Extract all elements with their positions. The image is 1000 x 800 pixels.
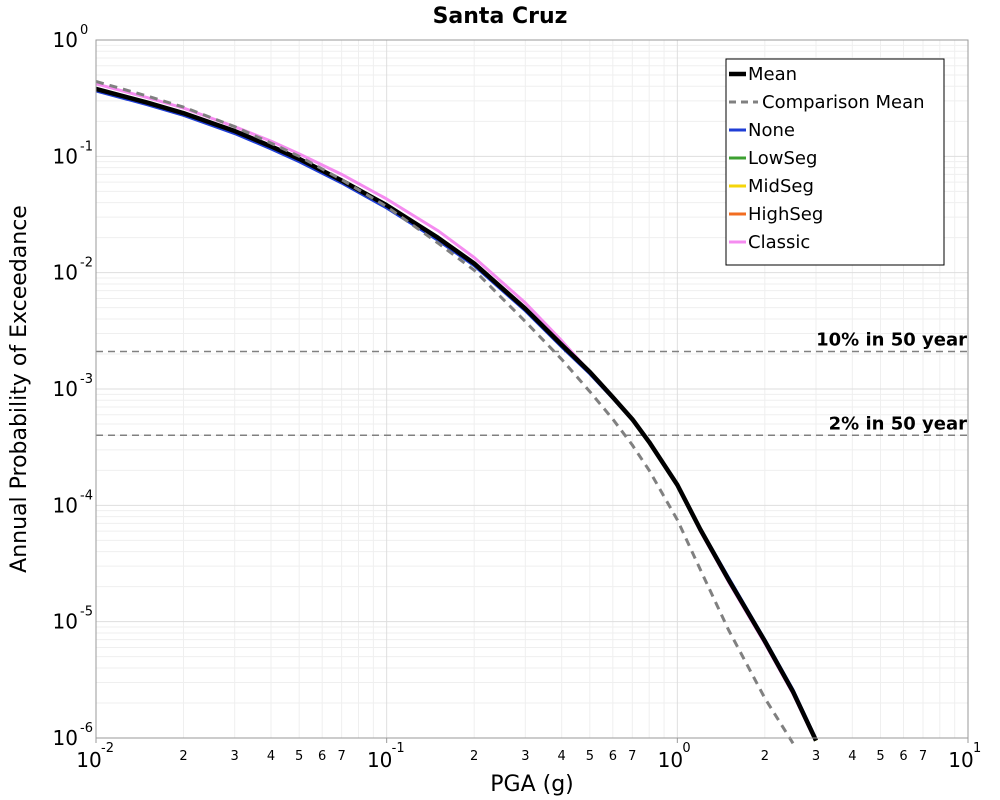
x-minor-tick-label: 3 xyxy=(231,749,239,764)
y-tick-exponent: -3 xyxy=(80,372,93,387)
x-axis-label: PGA (g) xyxy=(490,772,574,797)
x-minor-tick-label: 4 xyxy=(267,749,275,764)
x-minor-tick-label: 4 xyxy=(848,749,856,764)
y-tick-label: 10 xyxy=(53,610,78,634)
series-layer xyxy=(95,80,819,745)
x-minor-tick-label: 5 xyxy=(295,749,303,764)
x-tick-exponent: -2 xyxy=(101,741,114,756)
plot-frame xyxy=(95,39,969,739)
series-line xyxy=(95,80,795,745)
legend: Mean Comparison Mean None LowSeg MidSeg HighS… xyxy=(725,58,945,266)
x-minor-tick-label: 2 xyxy=(470,749,478,764)
legend-label: MidSeg xyxy=(748,176,814,197)
x-tick-label: 10 xyxy=(948,748,973,772)
x-minor-tick-label: 5 xyxy=(586,749,594,764)
y-tick-label: 10 xyxy=(53,261,78,285)
legend-label: None xyxy=(748,120,795,141)
x-minor-tick-label: 6 xyxy=(899,749,907,764)
x-minor-tick-label: 4 xyxy=(558,749,566,764)
y-tick-label: 10 xyxy=(53,28,78,52)
x-minor-tick-label: 7 xyxy=(919,749,927,764)
x-minor-tick-label: 3 xyxy=(521,749,529,764)
y-tick-exponent: 0 xyxy=(80,23,88,38)
y-tick-exponent: -4 xyxy=(80,488,93,503)
x-minor-tick-label: 7 xyxy=(338,749,346,764)
legend-label: Mean xyxy=(748,64,797,85)
x-axis-ticks: 10 -2 10 -1 10 0 10 12 3 4 5 6 7 2 3 4 5 6 7 2 3 4 5 6 7 xyxy=(76,738,981,772)
reference-line-label: 10% in 50 year xyxy=(816,330,967,351)
reference-lines: 10% in 50 year 2% in 50 year xyxy=(96,330,968,437)
x-minor-tick-label: 7 xyxy=(628,749,636,764)
chart-title: Santa Cruz xyxy=(433,4,568,29)
y-axis-label: Annual Probability of Exceedance xyxy=(7,205,32,573)
x-minor-tick-label: 6 xyxy=(318,749,326,764)
x-minor-tick-label: 6 xyxy=(609,749,617,764)
x-minor-tick-label: 3 xyxy=(812,749,820,764)
legend-label: LowSeg xyxy=(748,148,817,169)
y-tick-exponent: -6 xyxy=(80,721,93,736)
y-tick-label: 10 xyxy=(53,144,78,168)
x-tick-label: 10 xyxy=(367,748,392,772)
x-minor-tick-label: 2 xyxy=(761,749,769,764)
legend-label: HighSeg xyxy=(748,204,823,225)
legend-label: Classic xyxy=(748,232,810,253)
x-minor-tick-label: 2 xyxy=(179,749,187,764)
series-line xyxy=(95,86,819,742)
y-tick-label: 10 xyxy=(53,493,78,517)
x-tick-label: 10 xyxy=(658,748,683,772)
legend-box xyxy=(725,58,945,266)
reference-line-label: 2% in 50 year xyxy=(829,413,967,434)
y-tick-exponent: -1 xyxy=(80,139,93,154)
y-tick-label: 10 xyxy=(53,726,78,750)
x-tick-exponent: 0 xyxy=(682,741,690,756)
x-tick-exponent: 1 xyxy=(973,741,981,756)
y-tick-label: 10 xyxy=(53,377,78,401)
y-tick-exponent: -5 xyxy=(80,605,93,620)
legend-label: Comparison Mean xyxy=(762,92,925,113)
x-tick-exponent: -1 xyxy=(392,741,405,756)
x-tick-label: 10 xyxy=(76,748,101,772)
x-minor-tick-label: 5 xyxy=(876,749,884,764)
y-tick-exponent: -2 xyxy=(80,256,93,271)
